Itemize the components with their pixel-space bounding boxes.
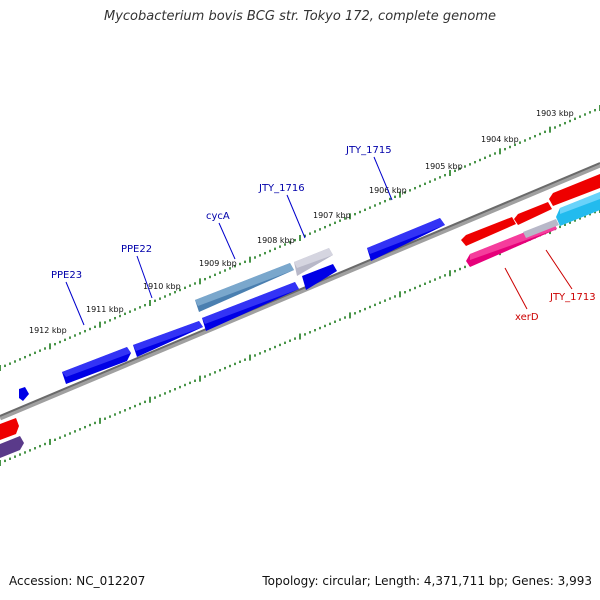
leader-cyca bbox=[218, 222, 236, 260]
gene-reverse-red-1[interactable] bbox=[461, 217, 516, 246]
leader-jty-1716 bbox=[286, 194, 306, 239]
leader-ppe22 bbox=[136, 255, 153, 299]
gene-ppe22-top bbox=[133, 321, 203, 351]
label-ppe23[interactable]: PPE23 bbox=[51, 270, 82, 281]
leader-jty-1713 bbox=[545, 249, 573, 290]
gene-forward-tiny[interactable] bbox=[19, 387, 29, 401]
leader-jty-1715 bbox=[373, 156, 393, 201]
genome-backbone bbox=[0, 162, 600, 421]
leader-ppe23 bbox=[65, 281, 85, 326]
forward-strand-genes bbox=[19, 218, 445, 401]
leader-xerd bbox=[504, 267, 528, 310]
gene-jty-1715-top bbox=[367, 218, 445, 254]
reverse-strand-genes bbox=[0, 174, 600, 458]
label-jty-1716[interactable]: JTY_1716 bbox=[258, 183, 305, 194]
gene-forward-small[interactable] bbox=[302, 264, 337, 290]
backbone-line-outer bbox=[0, 162, 600, 421]
gene-ppe23-top bbox=[62, 347, 131, 377]
tick-label-1908: 1908 kbp bbox=[257, 236, 295, 245]
gene-reverse-red-3[interactable] bbox=[549, 174, 600, 206]
gene-forward-block-top bbox=[202, 282, 299, 324]
gene-jty-1713-top bbox=[560, 192, 600, 214]
tick-label-1909: 1909 kbp bbox=[199, 259, 237, 268]
tick-label-1912: 1912 kbp bbox=[29, 326, 67, 335]
gene-jty-1716-top bbox=[294, 248, 333, 268]
gene-cyca-top bbox=[195, 263, 294, 306]
tick-label-1905: 1905 kbp bbox=[425, 162, 463, 171]
label-cyca[interactable]: cycA bbox=[206, 211, 230, 222]
label-leader-lines bbox=[65, 156, 573, 326]
label-ppe22[interactable]: PPE22 bbox=[121, 244, 152, 255]
genome-summary-text: Topology: circular; Length: 4,371,711 bp… bbox=[262, 574, 592, 588]
tick-label-1907: 1907 kbp bbox=[313, 211, 351, 220]
gene-reverse-purple-left[interactable] bbox=[0, 436, 24, 458]
gene-reverse-red-2[interactable] bbox=[514, 202, 552, 225]
tick-label-1911: 1911 kbp bbox=[86, 305, 124, 314]
label-jty-1715[interactable]: JTY_1715 bbox=[345, 145, 392, 156]
label-jty-1713[interactable]: JTY_1713 bbox=[549, 292, 596, 303]
tick-label-1903: 1903 kbp bbox=[536, 109, 574, 118]
map-title: Mycobacterium bovis BCG str. Tokyo 172, … bbox=[104, 9, 496, 24]
gene-reverse-grey[interactable] bbox=[523, 219, 559, 238]
gene-labels: JTY_1715 JTY_1716 cycA PPE22 PPE23 JTY_1… bbox=[51, 145, 596, 323]
scale-tick-labels: 1903 kbp 1904 kbp 1905 kbp 1906 kbp 1907… bbox=[29, 109, 574, 335]
outer-scale-dots bbox=[0, 105, 600, 371]
gene-reverse-red-left[interactable] bbox=[0, 418, 19, 440]
tick-label-1910: 1910 kbp bbox=[143, 282, 181, 291]
accession-text: Accession: NC_012207 bbox=[9, 574, 146, 588]
label-xerd[interactable]: xerD bbox=[515, 312, 539, 323]
tick-label-1904: 1904 kbp bbox=[481, 135, 519, 144]
backbone-line-inner bbox=[0, 162, 600, 417]
